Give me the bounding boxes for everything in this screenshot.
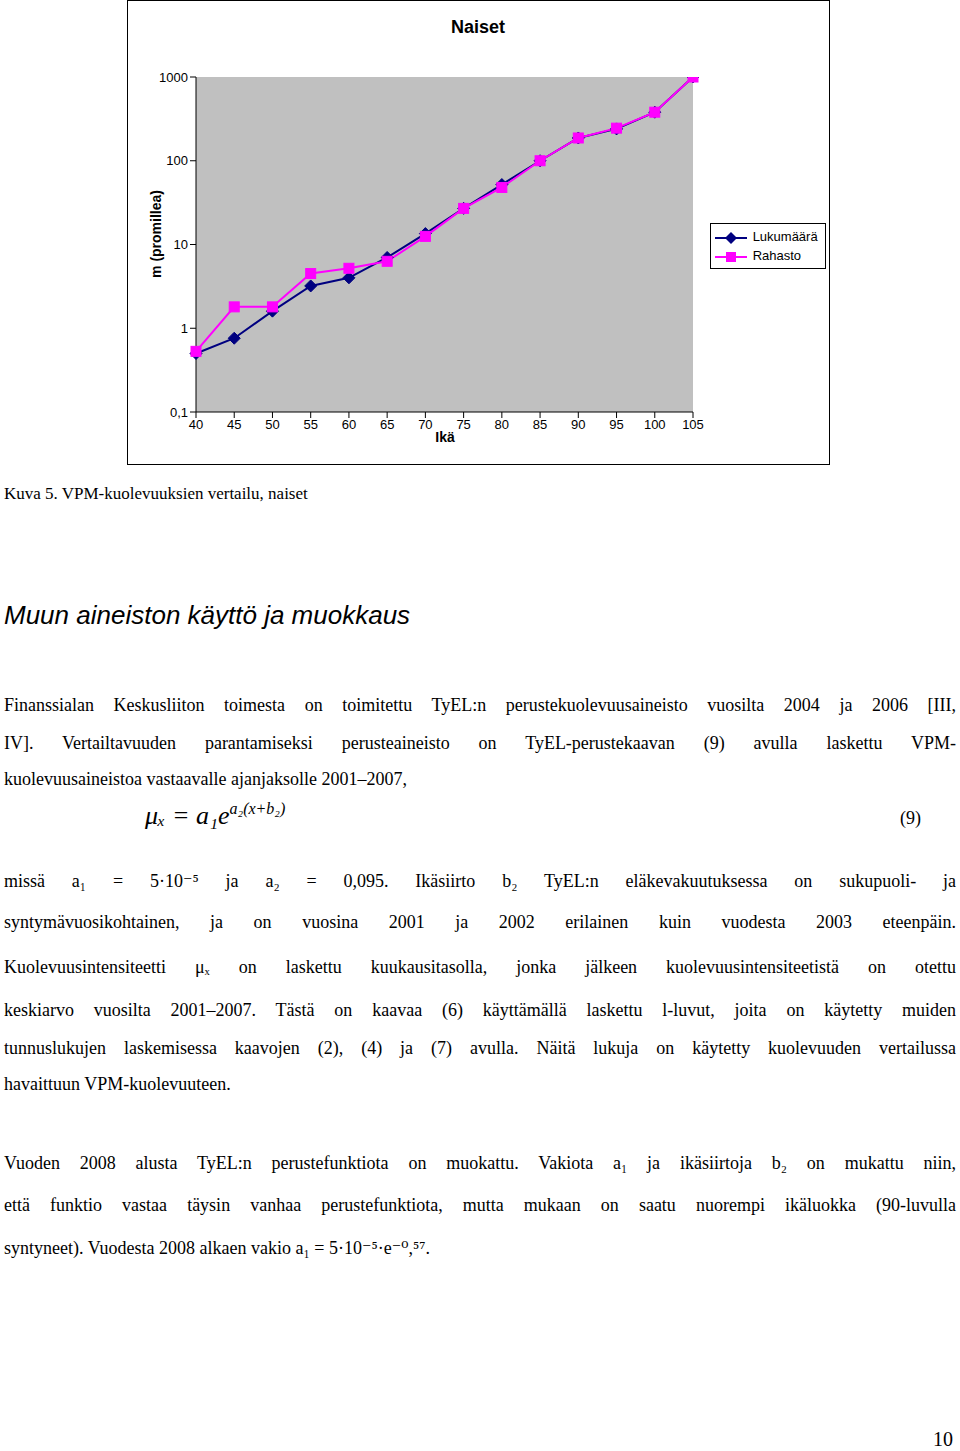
html-text:Ikä: Ikä bbox=[435, 429, 455, 445]
html-text:Rahasto: Rahasto bbox=[752, 248, 801, 263]
html-text:Muun aineiston käyttö ja muokk: Muun aineiston käyttö ja muokkaus bbox=[4, 600, 411, 630]
html-text:Kuolevuusintensiteetti μₓ on l: Kuolevuusintensiteetti μₓ on laskettu ku… bbox=[4, 957, 956, 977]
svg-text:45: 45 bbox=[227, 417, 241, 432]
html-text:μₓ = a₁ea₂(x+b₂): μₓ = a₁ea₂(x+b₂) bbox=[145, 800, 286, 830]
html-text:missä a₁ = 5·10⁻⁵ ja a₂ = 0,09: missä a₁ = 5·10⁻⁵ ja a₂ = 0,095. Ikäsiir… bbox=[4, 871, 956, 891]
svg-text:10: 10 bbox=[174, 237, 188, 252]
html-text:keskiarvo vuosilta 2001–2007.: keskiarvo vuosilta 2001–2007. Tästä on k… bbox=[4, 1000, 956, 1020]
html-text:kuolevuusaineistoa vastaavalle: kuolevuusaineistoa vastaavalle ajanjakso… bbox=[4, 769, 407, 789]
svg-text:100: 100 bbox=[166, 153, 188, 168]
html-text:että funktio vastaa täysin van: että funktio vastaa täysin vanhaa perust… bbox=[4, 1195, 956, 1215]
html-text:10: 10 bbox=[933, 1428, 953, 1450]
html-text:IV]. Vertailtavuuden parantami: IV]. Vertailtavuuden parantamiseksi peru… bbox=[4, 733, 956, 753]
html-text:m (promillea): m (promillea) bbox=[148, 190, 164, 278]
svg-text:65: 65 bbox=[380, 417, 394, 432]
html-text:havaittuun VPM-kuolevuuteen.: havaittuun VPM-kuolevuuteen. bbox=[4, 1074, 231, 1094]
svg-text:50: 50 bbox=[265, 417, 279, 432]
svg-text:90: 90 bbox=[571, 417, 585, 432]
html-text:Lukumäärä: Lukumäärä bbox=[752, 229, 818, 244]
svg-text:80: 80 bbox=[495, 417, 509, 432]
html-text:Naiset: Naiset bbox=[451, 17, 505, 37]
svg-text:70: 70 bbox=[418, 417, 432, 432]
svg-text:105: 105 bbox=[682, 417, 704, 432]
svg-text:0,1: 0,1 bbox=[170, 405, 188, 420]
svg-text:75: 75 bbox=[456, 417, 470, 432]
html-text:Kuva 5. VPM-kuolevuuksien vert: Kuva 5. VPM-kuolevuuksien vertailu, nais… bbox=[4, 484, 308, 503]
svg-text:55: 55 bbox=[303, 417, 317, 432]
svg-text:85: 85 bbox=[533, 417, 547, 432]
svg-text:1: 1 bbox=[181, 321, 188, 336]
svg-text:60: 60 bbox=[342, 417, 356, 432]
html-text:(9): (9) bbox=[900, 808, 921, 828]
html-text:syntyneet). Vuodesta 2008 alka: syntyneet). Vuodesta 2008 alkaen vakio a… bbox=[4, 1238, 430, 1258]
html-text:Vuoden 2008 alusta TyEL:n peru: Vuoden 2008 alusta TyEL:n perustefunktio… bbox=[4, 1153, 956, 1173]
svg-text:40: 40 bbox=[189, 417, 203, 432]
html-text:Finanssialan Keskusliiton toim: Finanssialan Keskusliiton toimesta on to… bbox=[4, 695, 956, 715]
html-text:tunnuslukujen laskemisessa kaa: tunnuslukujen laskemisessa kaavojen (2),… bbox=[4, 1038, 956, 1058]
svg-text:1000: 1000 bbox=[159, 70, 188, 85]
svg-text:95: 95 bbox=[609, 417, 623, 432]
html-text:syntymävuosikohtainen, ja on v: syntymävuosikohtainen, ja on vuosina 200… bbox=[4, 912, 956, 932]
svg-text:100: 100 bbox=[644, 417, 666, 432]
